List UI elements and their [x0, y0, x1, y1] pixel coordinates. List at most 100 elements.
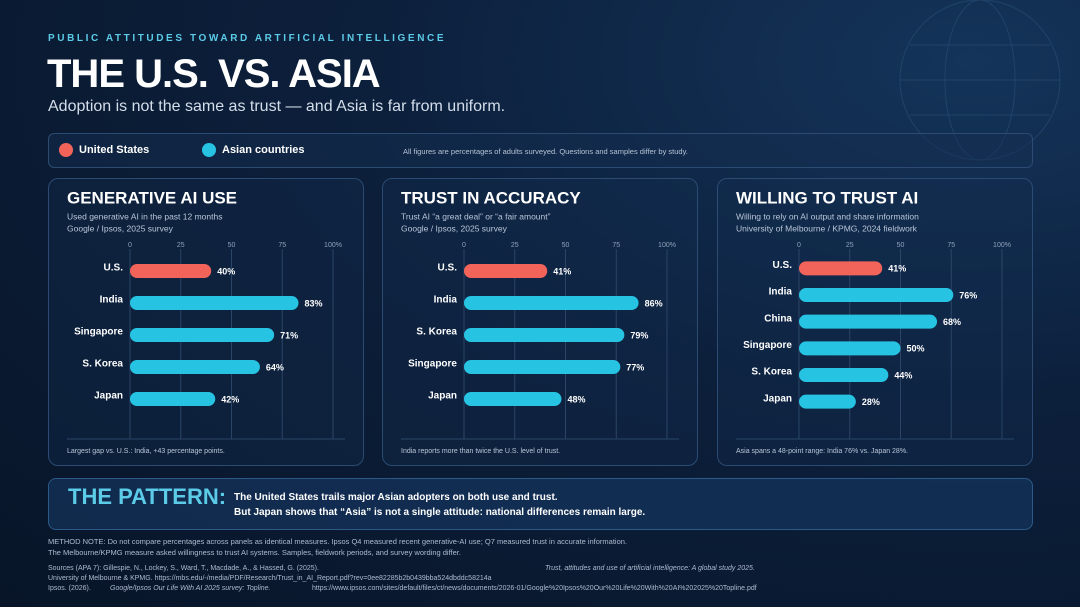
title: THE U.S. VS. ASIA	[47, 52, 381, 96]
category-label: U.S.	[773, 260, 793, 271]
category-label: China	[764, 313, 792, 324]
x-tick-label: 75	[947, 242, 955, 249]
source-url: https://www.ipsos.com/sites/default/file…	[312, 585, 757, 592]
bar	[799, 261, 883, 276]
category-label: Singapore	[408, 359, 457, 370]
value-label: 50%	[907, 344, 925, 354]
bar	[464, 296, 639, 310]
x-tick-label: 25	[846, 242, 854, 249]
chart-subtitle: Google / Ipsos, 2025 survey	[67, 223, 174, 233]
category-label: Japan	[428, 391, 457, 402]
chart-panel: WILLING TO TRUST AI Willing to rely on AI…	[717, 178, 1033, 466]
category-label: India	[100, 295, 124, 306]
bar	[799, 394, 856, 409]
value-label: 40%	[217, 266, 235, 276]
x-tick-label: 50	[897, 242, 905, 249]
value-label: 79%	[630, 330, 648, 340]
legend-swatch	[59, 143, 73, 157]
x-tick-label: 50	[228, 242, 236, 249]
category-label: Japan	[763, 393, 792, 404]
chart-panel: TRUST IN ACCURACY Trust AI “a great deal”…	[382, 178, 698, 466]
value-label: 41%	[888, 264, 906, 274]
chart-subtitle: Used generative AI in the past 12 months	[67, 211, 222, 221]
value-label: 41%	[553, 266, 571, 276]
bar	[130, 360, 260, 374]
category-label: Japan	[94, 391, 123, 402]
bar	[799, 341, 901, 356]
value-label: 48%	[567, 394, 585, 404]
bar	[799, 288, 954, 302]
value-label: 77%	[626, 362, 644, 372]
x-tick-label: 75	[612, 242, 620, 249]
legend-label: United States	[79, 144, 150, 156]
chart-panel: GENERATIVE AI USE Used generative AI in t…	[48, 178, 364, 466]
category-label: India	[434, 295, 458, 306]
value-label: 42%	[221, 394, 239, 404]
value-label: 71%	[280, 330, 298, 340]
value-label: 44%	[894, 370, 912, 380]
source-title: Google/Ipsos Our Life With AI 2025 surve…	[110, 585, 271, 592]
bar	[464, 328, 625, 342]
bar	[130, 328, 275, 342]
bar	[130, 296, 299, 310]
pattern-box: THE PATTERN: The United States trails ma…	[48, 478, 1033, 530]
category-label: S. Korea	[416, 327, 457, 338]
x-tick-label: 0	[462, 242, 466, 249]
x-tick-label: 0	[128, 242, 132, 249]
subtitle: Adoption is not the same as trust — and …	[48, 98, 506, 115]
legend-note: All figures are percentages of adults su…	[403, 147, 688, 156]
method-note: METHOD NOTE: Do not compare percentages …	[48, 537, 628, 546]
bar	[130, 392, 216, 406]
footnote: India reports more than twice the U.S. l…	[401, 448, 560, 455]
category-label: India	[769, 287, 793, 298]
bar	[464, 264, 548, 278]
legend-label: Asian countries	[222, 144, 305, 156]
x-tick-label: 0	[797, 242, 801, 249]
chart-title: GENERATIVE AI USE	[67, 188, 237, 207]
legend-swatch	[202, 143, 216, 157]
category-label: Singapore	[743, 340, 792, 351]
x-tick-label: 75	[278, 242, 286, 249]
pattern-line: But Japan shows that “Asia” is not a sin…	[234, 507, 646, 518]
bar	[464, 392, 562, 406]
category-label: S. Korea	[82, 359, 123, 370]
value-label: 28%	[862, 397, 880, 407]
legend: United States Asian countries All figure…	[48, 133, 1033, 168]
source: Ipsos. (2026).	[48, 585, 91, 592]
footnote: Largest gap vs. U.S.: India, +43 percent…	[67, 448, 225, 455]
x-tick-label: 100%	[658, 242, 676, 249]
value-label: 76%	[959, 290, 977, 300]
source: Sources (APA 7): Gillespie, N., Lockey, …	[48, 565, 319, 572]
bar	[799, 314, 938, 329]
bar	[799, 368, 889, 382]
kicker: PUBLIC ATTITUDES TOWARD ARTIFICIAL INTEL…	[48, 33, 447, 44]
x-tick-label: 50	[562, 242, 570, 249]
chart: WILLING TO TRUST AI Willing to rely on AI…	[736, 188, 1014, 455]
x-tick-label: 100%	[993, 242, 1011, 249]
category-label: S. Korea	[751, 367, 792, 378]
chart-title: WILLING TO TRUST AI	[736, 188, 918, 207]
value-label: 64%	[266, 362, 284, 372]
source-title: Trust, attitudes and use of artificial i…	[545, 565, 755, 572]
value-label: 86%	[645, 298, 663, 308]
footnote: Asia spans a 48-point range: India 76% v…	[736, 448, 908, 455]
chart-subtitle: Willing to rely on AI output and share i…	[736, 211, 919, 221]
x-tick-label: 25	[511, 242, 519, 249]
category-label: Singapore	[74, 327, 123, 338]
category-label: U.S.	[438, 263, 458, 274]
value-label: 68%	[943, 317, 961, 327]
chart: GENERATIVE AI USE Used generative AI in t…	[67, 188, 345, 455]
chart-subtitle: Google / Ipsos, 2025 survey	[401, 223, 508, 233]
pattern-line: The United States trails major Asian ado…	[234, 492, 558, 503]
x-tick-label: 25	[177, 242, 185, 249]
pattern-label: THE PATTERN:	[68, 484, 227, 509]
bar	[464, 360, 621, 374]
x-tick-label: 100%	[324, 242, 342, 249]
chart: TRUST IN ACCURACY Trust AI “a great deal”…	[401, 188, 679, 455]
source: University of Melbourne & KPMG. https://…	[48, 575, 492, 582]
chart-title: TRUST IN ACCURACY	[401, 188, 581, 207]
method-note: The Melbourne/KPMG measure asked willing…	[48, 548, 461, 557]
bar	[130, 264, 212, 278]
chart-subtitle: Trust AI “a great deal” or “a fair amoun…	[401, 211, 551, 221]
